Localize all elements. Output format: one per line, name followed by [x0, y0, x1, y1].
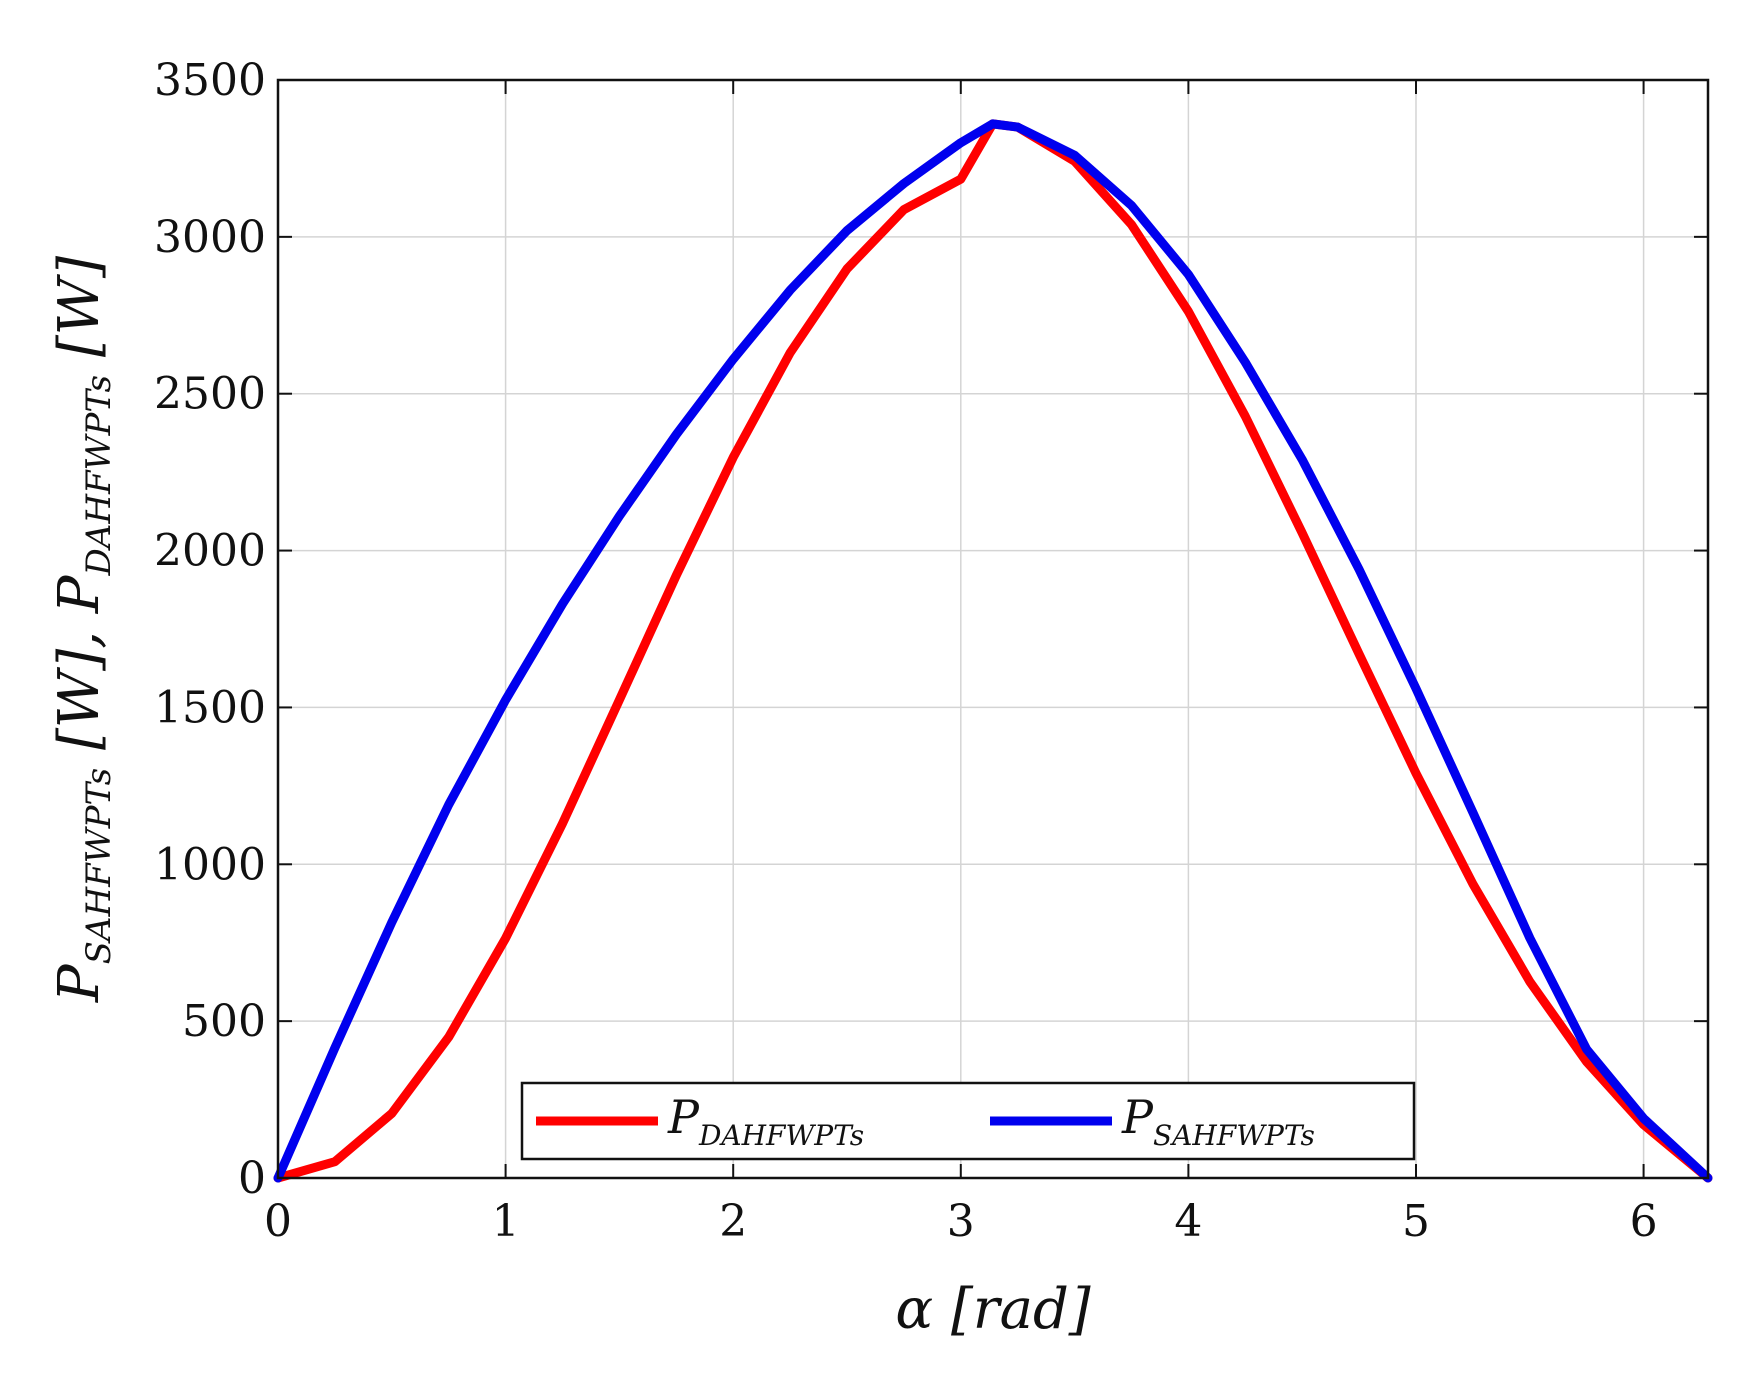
x-tick-label: 4	[1174, 1196, 1202, 1247]
x-tick-label: 6	[1630, 1196, 1658, 1247]
grid	[278, 80, 1708, 1178]
x-tick-label: 2	[719, 1196, 747, 1247]
y-tick-label: 0	[238, 1153, 266, 1204]
x-tick-label: 5	[1402, 1196, 1430, 1247]
legend-label-sahfwpts-main: P	[1121, 1090, 1154, 1144]
legend-label-sahfwpts: PSAHFWPTs	[1121, 1090, 1315, 1152]
y-tick-label: 3000	[154, 212, 266, 263]
x-tick-label: 3	[947, 1196, 975, 1247]
series-layer	[273, 119, 1713, 1183]
y-tick-label: 2500	[154, 369, 266, 420]
y-axis-title: PSAHFWPTs [W], PDAHFWPTs [W]	[47, 256, 119, 1003]
y-tick-label: 500	[182, 996, 266, 1047]
y-tick-label: 2000	[154, 526, 266, 577]
legend-box	[520, 1081, 1416, 1161]
y-axis-p2: P	[47, 574, 112, 614]
x-tick-label: 1	[492, 1196, 520, 1247]
legend-label-sahfwpts-sub: SAHFWPTs	[1153, 1119, 1315, 1152]
y-axis-unit1: [W],	[47, 613, 112, 768]
x-axis-unit: [rad]	[933, 1277, 1091, 1342]
legend: PDAHFWPTs PSAHFWPTs	[520, 1081, 1416, 1161]
y-tick-label: 1000	[154, 839, 266, 890]
ticks: 0 1 2 3 4 5 6 0 500 1000 1500 2000 2500 3000 3500	[154, 55, 1708, 1247]
y-axis-sub1: SAHFWPTs	[79, 768, 119, 965]
legend-label-dahfwpts-sub: DAHFWPTs	[698, 1119, 864, 1152]
y-axis-unit2: [W]	[47, 256, 112, 375]
y-tick-label: 3500	[154, 55, 266, 106]
legend-label-dahfwpts-main: P	[667, 1090, 700, 1144]
x-axis-symbol: α	[895, 1277, 933, 1342]
legend-label-dahfwpts: PDAHFWPTs	[667, 1090, 864, 1152]
x-tick-label: 0	[264, 1196, 292, 1247]
plot-frame	[276, 78, 1710, 1180]
x-axis-title: α [rad]	[895, 1277, 1090, 1342]
y-axis-p1: P	[47, 963, 112, 1003]
series-line-sahfwpts	[273, 119, 1713, 1183]
y-tick-label: 1500	[154, 682, 266, 733]
y-axis-sub2: DAHFWPTs	[79, 375, 119, 577]
